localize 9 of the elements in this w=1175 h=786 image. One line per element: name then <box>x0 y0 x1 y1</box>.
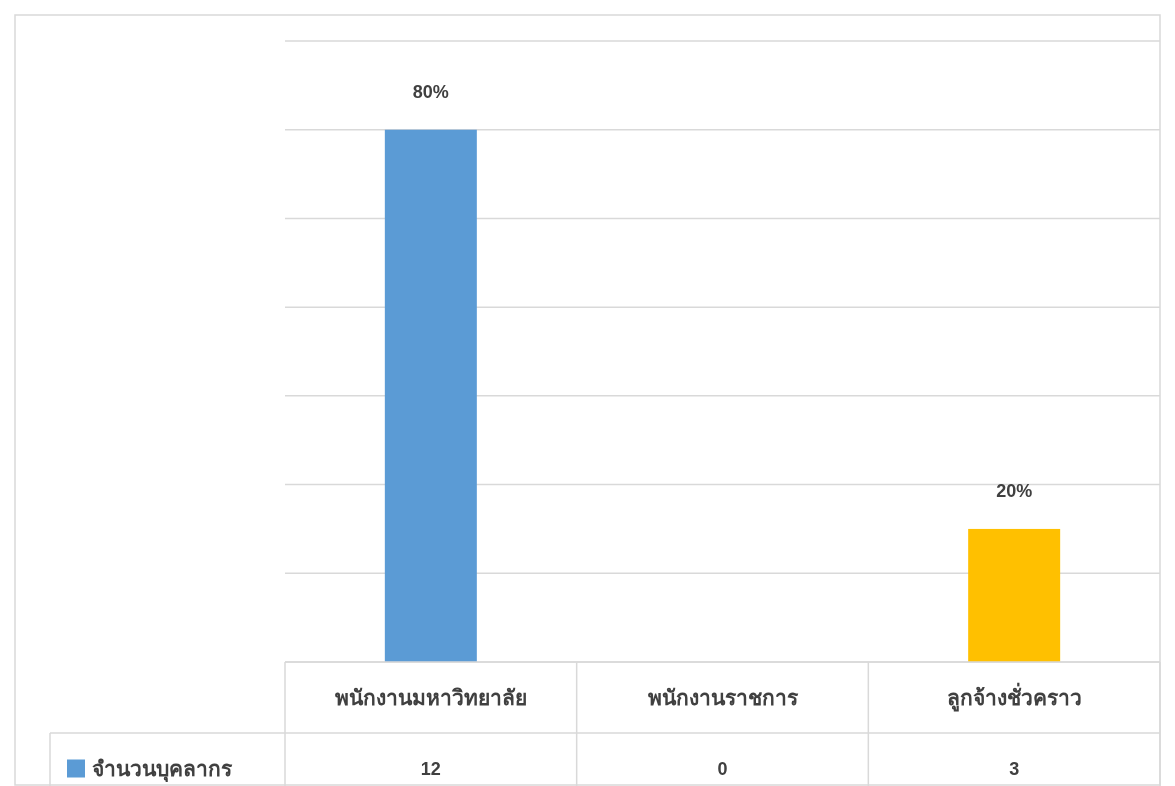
legend-label: จำนวนบุคลากร <box>92 757 233 783</box>
x-tick-label: พนักงานราชการ <box>647 686 799 709</box>
x-tick-label: ลูกจ้างชั่วคราว <box>946 682 1082 712</box>
annotation: 80% <box>412 81 449 102</box>
x-tick-label: พนักงานมหาวิทยาลัย <box>334 686 527 709</box>
data-label: 0 <box>717 758 728 779</box>
data-label: 3 <box>1009 758 1020 779</box>
annotation: 20% <box>996 480 1033 501</box>
data-label: 12 <box>420 758 441 779</box>
